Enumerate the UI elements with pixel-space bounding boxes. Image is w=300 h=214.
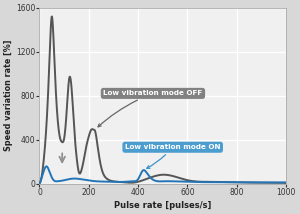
Y-axis label: Speed variation rate [%]: Speed variation rate [%] bbox=[4, 40, 13, 151]
Text: Low vibration mode ON: Low vibration mode ON bbox=[125, 144, 220, 168]
Text: Low vibration mode OFF: Low vibration mode OFF bbox=[98, 90, 202, 127]
X-axis label: Pulse rate [pulses/s]: Pulse rate [pulses/s] bbox=[114, 201, 212, 210]
